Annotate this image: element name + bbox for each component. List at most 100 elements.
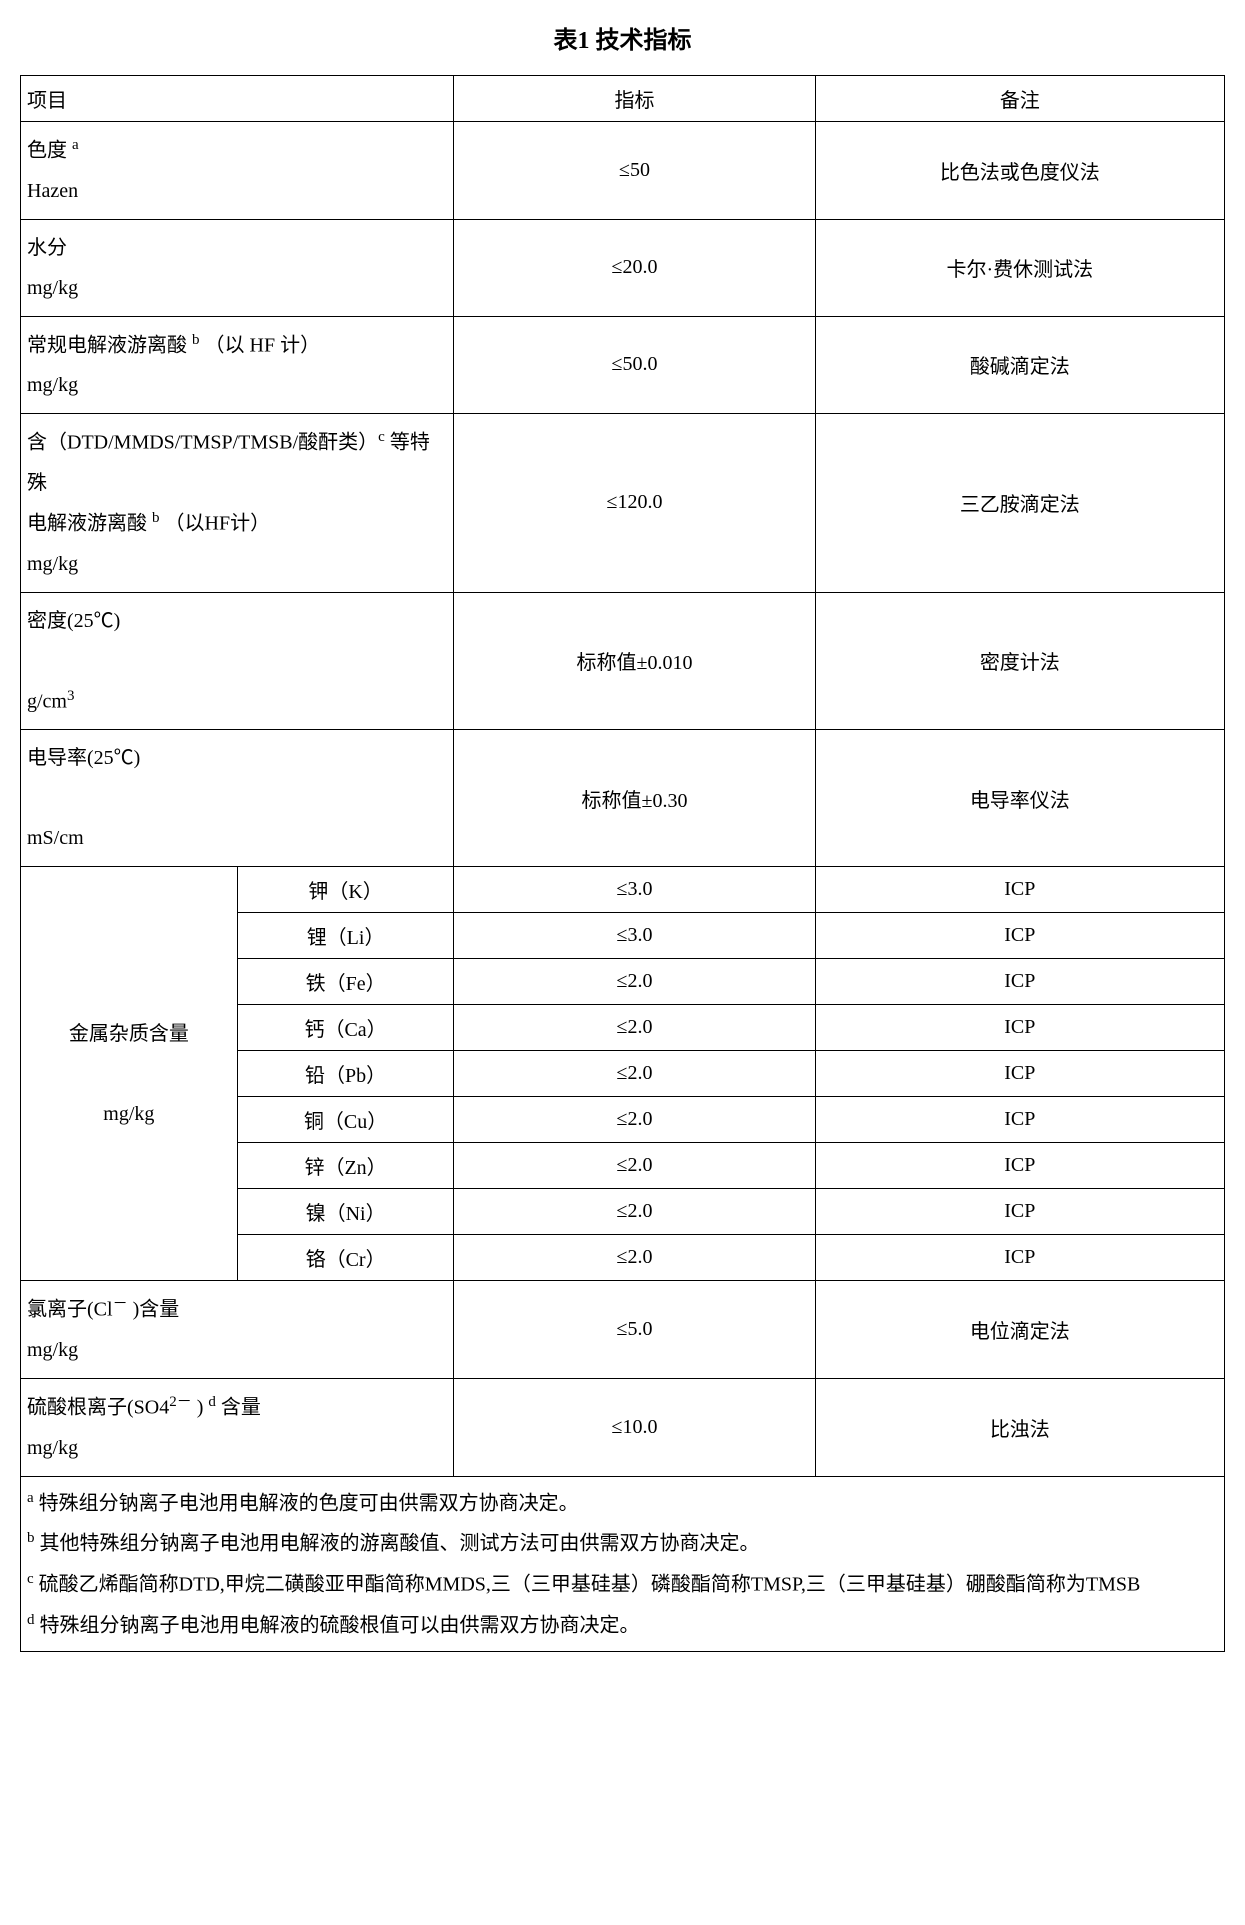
acid-spec-post2: （以HF计） bbox=[160, 513, 271, 535]
acid-norm-l2: mg/kg bbox=[27, 374, 78, 396]
cell-cond-note: 电导率仪法 bbox=[815, 730, 1224, 867]
cell-metal-note-4: ICP bbox=[815, 1051, 1224, 1097]
moisture-label-2: mg/kg bbox=[27, 277, 78, 299]
sulfate-pre: 硫酸根离子(SO4 bbox=[27, 1397, 169, 1419]
cell-sulfate-item: 硫酸根离子(SO42－ ) d 含量 mg/kg bbox=[21, 1378, 454, 1476]
cell-cond-item: 电导率(25℃) mS/cm bbox=[21, 730, 454, 867]
cell-footnotes: a 特殊组分钠离子电池用电解液的色度可由供需双方协商决定。 b 其他特殊组分钠离… bbox=[21, 1476, 1225, 1652]
cell-metal-name-3: 钙（Ca） bbox=[237, 1005, 454, 1051]
cell-metal-name-0: 钾（K） bbox=[237, 867, 454, 913]
cell-chloride-note: 电位滴定法 bbox=[815, 1281, 1224, 1379]
sulfate-l2: mg/kg bbox=[27, 1437, 78, 1459]
cell-metal-spec-3: ≤2.0 bbox=[454, 1005, 815, 1051]
cell-density-spec: 标称值±0.010 bbox=[454, 592, 815, 730]
cell-cond-spec: 标称值±0.30 bbox=[454, 730, 815, 867]
cell-metal-name-7: 镍（Ni） bbox=[237, 1189, 454, 1235]
cell-chloride-item: 氯离子(Cl－ )含量 mg/kg bbox=[21, 1281, 454, 1379]
cond-l2: mS/cm bbox=[27, 827, 84, 849]
row-acid-special: 含（DTD/MMDS/TMSP/TMSB/酸酐类）c 等特殊 电解液游离酸 b … bbox=[21, 414, 1225, 592]
color-label-2: Hazen bbox=[27, 180, 78, 202]
row-conductivity: 电导率(25℃) mS/cm 标称值±0.30 电导率仪法 bbox=[21, 730, 1225, 867]
cell-metal-spec-7: ≤2.0 bbox=[454, 1189, 815, 1235]
row-acid-normal: 常规电解液游离酸 b （以 HF 计） mg/kg ≤50.0 酸碱滴定法 bbox=[21, 316, 1225, 414]
cell-color-item: 色度 a Hazen bbox=[21, 122, 454, 220]
cell-metal-spec-5: ≤2.0 bbox=[454, 1097, 815, 1143]
row-moisture: 水分 mg/kg ≤20.0 卡尔·费休测试法 bbox=[21, 219, 1225, 316]
cell-metal-note-8: ICP bbox=[815, 1235, 1224, 1281]
cell-metal-note-7: ICP bbox=[815, 1189, 1224, 1235]
footnote-b-mark: b bbox=[27, 1530, 35, 1546]
header-item: 项目 bbox=[21, 76, 454, 122]
table-header-row: 项目 指标 备注 bbox=[21, 76, 1225, 122]
footnote-c-text: 硫酸乙烯酯简称DTD,甲烷二磺酸亚甲酯简称MMDS,三（三甲基硅基）磷酸酯简称T… bbox=[34, 1574, 1141, 1596]
sulfate-tail: 含量 bbox=[216, 1397, 261, 1419]
footnote-d-mark: d bbox=[27, 1612, 35, 1628]
cell-metal-name-2: 铁（Fe） bbox=[237, 959, 454, 1005]
sulfate-sup-d: d bbox=[208, 1394, 216, 1410]
cell-metals-group: 金属杂质含量 mg/kg bbox=[21, 867, 238, 1281]
row-metal-0: 金属杂质含量 mg/kg 钾（K） ≤3.0 ICP bbox=[21, 867, 1225, 913]
metals-group-l1: 金属杂质含量 bbox=[69, 1023, 189, 1045]
cell-acid-special-spec: ≤120.0 bbox=[454, 414, 815, 592]
acid-spec-sup-b: b bbox=[152, 510, 160, 526]
row-chloride: 氯离子(Cl－ )含量 mg/kg ≤5.0 电位滴定法 bbox=[21, 1281, 1225, 1379]
cell-density-note: 密度计法 bbox=[815, 592, 1224, 730]
footnote-a-text: 特殊组分钠离子电池用电解液的色度可由供需双方协商决定。 bbox=[34, 1492, 579, 1514]
cell-metal-note-2: ICP bbox=[815, 959, 1224, 1005]
cell-density-item: 密度(25℃) g/cm3 bbox=[21, 592, 454, 730]
header-note: 备注 bbox=[815, 76, 1224, 122]
density-l1: 密度(25℃) bbox=[27, 610, 120, 632]
cell-acid-special-note: 三乙胺滴定法 bbox=[815, 414, 1224, 592]
cell-metal-name-4: 铅（Pb） bbox=[237, 1051, 454, 1097]
row-density: 密度(25℃) g/cm3 标称值±0.010 密度计法 bbox=[21, 592, 1225, 730]
acid-norm-post: （以 HF 计） bbox=[200, 334, 321, 356]
cell-acid-normal-note: 酸碱滴定法 bbox=[815, 316, 1224, 414]
footnote-a-mark: a bbox=[27, 1490, 34, 1506]
cell-metal-spec-0: ≤3.0 bbox=[454, 867, 815, 913]
cell-metal-note-1: ICP bbox=[815, 913, 1224, 959]
acid-norm-sup-b: b bbox=[192, 332, 200, 348]
row-sulfate: 硫酸根离子(SO42－ ) d 含量 mg/kg ≤10.0 比浊法 bbox=[21, 1378, 1225, 1476]
cell-metal-spec-6: ≤2.0 bbox=[454, 1143, 815, 1189]
cell-metal-spec-1: ≤3.0 bbox=[454, 913, 815, 959]
row-color: 色度 a Hazen ≤50 比色法或色度仪法 bbox=[21, 122, 1225, 220]
acid-spec-l3: mg/kg bbox=[27, 553, 78, 575]
chloride-sup: － bbox=[113, 1296, 128, 1312]
cell-metal-spec-2: ≤2.0 bbox=[454, 959, 815, 1005]
cell-moisture-note: 卡尔·费休测试法 bbox=[815, 219, 1224, 316]
footnote-b: b 其他特殊组分钠离子电池用电解液的游离酸值、测试方法可由供需双方协商决定。 bbox=[27, 1523, 1218, 1564]
cell-chloride-spec: ≤5.0 bbox=[454, 1281, 815, 1379]
cell-metal-note-5: ICP bbox=[815, 1097, 1224, 1143]
cell-metal-name-5: 铜（Cu） bbox=[237, 1097, 454, 1143]
chloride-l2: mg/kg bbox=[27, 1339, 78, 1361]
acid-spec-pre1: 含（DTD/MMDS/TMSP/TMSB/酸酐类） bbox=[27, 432, 378, 454]
metals-group-l2: mg/kg bbox=[103, 1103, 154, 1125]
cell-metal-name-1: 锂（Li） bbox=[237, 913, 454, 959]
cell-acid-special-item: 含（DTD/MMDS/TMSP/TMSB/酸酐类）c 等特殊 电解液游离酸 b … bbox=[21, 414, 454, 592]
density-l2-sup: 3 bbox=[67, 688, 75, 704]
acid-spec-sup-c: c bbox=[378, 429, 385, 445]
header-spec: 指标 bbox=[454, 76, 815, 122]
spec-table: 项目 指标 备注 色度 a Hazen ≤50 比色法或色度仪法 水分 mg/k… bbox=[20, 75, 1225, 1652]
chloride-pre: 氯离子(Cl bbox=[27, 1299, 113, 1321]
sulfate-post: ) bbox=[192, 1397, 209, 1419]
cell-metal-name-6: 锌（Zn） bbox=[237, 1143, 454, 1189]
cell-acid-normal-spec: ≤50.0 bbox=[454, 316, 815, 414]
table-title: 表1 技术指标 bbox=[20, 20, 1225, 55]
color-sup-a: a bbox=[72, 137, 79, 153]
chloride-post: )含量 bbox=[128, 1299, 180, 1321]
footnote-d-text: 特殊组分钠离子电池用电解液的硫酸根值可以由供需双方协商决定。 bbox=[35, 1614, 640, 1636]
acid-spec-pre2: 电解液游离酸 bbox=[27, 513, 152, 535]
cell-metal-note-3: ICP bbox=[815, 1005, 1224, 1051]
cell-metal-spec-8: ≤2.0 bbox=[454, 1235, 815, 1281]
footnote-c-mark: c bbox=[27, 1571, 34, 1587]
cond-l1: 电导率(25℃) bbox=[27, 747, 140, 769]
cell-sulfate-note: 比浊法 bbox=[815, 1378, 1224, 1476]
cell-moisture-spec: ≤20.0 bbox=[454, 219, 815, 316]
footnote-b-text: 其他特殊组分钠离子电池用电解液的游离酸值、测试方法可由供需双方协商决定。 bbox=[35, 1533, 760, 1555]
cell-color-spec: ≤50 bbox=[454, 122, 815, 220]
cell-color-note: 比色法或色度仪法 bbox=[815, 122, 1224, 220]
footnote-d: d 特殊组分钠离子电池用电解液的硫酸根值可以由供需双方协商决定。 bbox=[27, 1605, 1218, 1646]
cell-acid-normal-item: 常规电解液游离酸 b （以 HF 计） mg/kg bbox=[21, 316, 454, 414]
footnote-a: a 特殊组分钠离子电池用电解液的色度可由供需双方协商决定。 bbox=[27, 1483, 1218, 1524]
